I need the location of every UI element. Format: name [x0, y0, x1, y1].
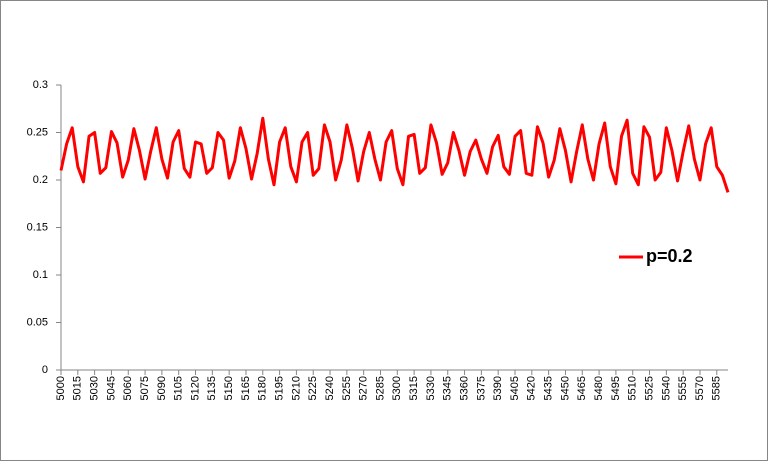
x-tick-label: 5060: [122, 376, 134, 400]
x-tick-label: 5495: [610, 376, 622, 400]
x-tick-label: 5450: [559, 376, 571, 400]
x-tick-label: 5075: [139, 376, 151, 400]
x-tick-label: 5255: [341, 376, 353, 400]
y-tick-label: 0.25: [27, 126, 48, 138]
y-tick-label: 0.3: [33, 79, 48, 91]
x-tick-label: 5555: [677, 376, 689, 400]
x-tick-label: 5540: [660, 376, 672, 400]
x-tick-label: 5030: [89, 376, 101, 400]
x-tick-label: 5195: [274, 376, 286, 400]
x-tick-label: 5405: [509, 376, 521, 400]
x-tick-label: 5585: [711, 376, 723, 400]
legend-label: p=0.2: [646, 246, 693, 266]
x-tick-label: 5180: [257, 376, 269, 400]
x-tick-label: 5225: [307, 376, 319, 400]
x-tick-label: 5360: [458, 376, 470, 400]
x-tick-label: 5510: [627, 376, 639, 400]
x-tick-label: 5015: [72, 376, 84, 400]
x-tick-label: 5240: [324, 376, 336, 400]
x-tick-label: 5105: [173, 376, 185, 400]
y-tick-label: 0: [42, 364, 48, 376]
x-tick-label: 5330: [425, 376, 437, 400]
x-tick-label: 5045: [105, 376, 117, 400]
y-tick-label: 0.1: [33, 269, 48, 281]
x-tick-label: 5570: [694, 376, 706, 400]
x-tick-label: 5000: [55, 376, 67, 400]
x-tick-label: 5285: [374, 376, 386, 400]
x-tick-label: 5315: [408, 376, 420, 400]
y-tick-label: 0.15: [27, 221, 48, 233]
x-tick-label: 5345: [442, 376, 454, 400]
x-tick-label: 5390: [492, 376, 504, 400]
x-tick-label: 5300: [391, 376, 403, 400]
y-tick-label: 0.2: [33, 174, 48, 186]
data-line: [59, 116, 730, 193]
x-tick-label: 5375: [475, 376, 487, 400]
y-tick-label: 0.05: [27, 316, 48, 328]
x-tick-label: 5525: [643, 376, 655, 400]
x-tick-label: 5465: [576, 376, 588, 400]
x-tick-label: 5150: [223, 376, 235, 400]
x-tick-label: 5420: [526, 376, 538, 400]
x-tick-label: 5210: [290, 376, 302, 400]
x-tick-label: 5135: [206, 376, 218, 400]
x-tick-label: 5480: [593, 376, 605, 400]
x-tick-label: 5165: [240, 376, 252, 400]
x-tick-label: 5435: [543, 376, 555, 400]
x-tick-label: 5120: [189, 376, 201, 400]
x-tick-label: 5090: [156, 376, 168, 400]
x-tick-label: 5270: [358, 376, 370, 400]
